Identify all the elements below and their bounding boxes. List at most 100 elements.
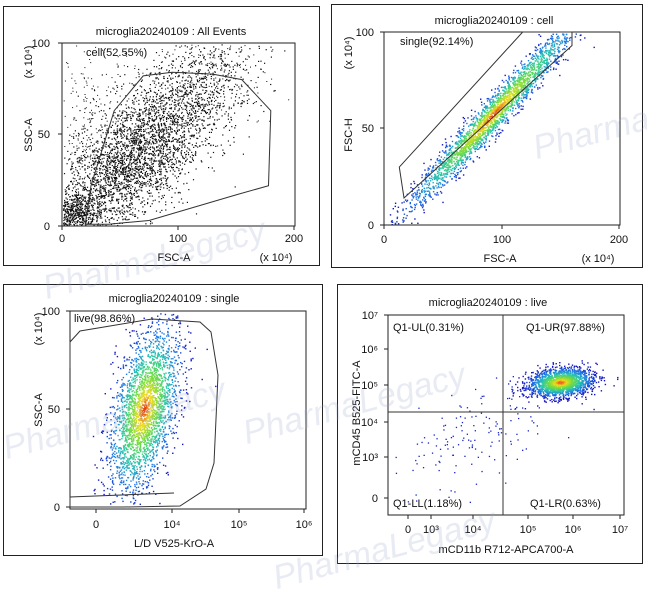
event-dot: [123, 200, 125, 202]
event-dot: [77, 182, 79, 184]
event-dot: [181, 80, 183, 82]
event-dot: [112, 196, 114, 198]
event-dot: [191, 135, 193, 138]
event-dot: [114, 185, 116, 187]
event-dot: [104, 195, 106, 197]
event-dot: [123, 169, 125, 171]
event-dot: [137, 126, 139, 128]
event-dot: [110, 160, 112, 162]
event-dot: [196, 124, 198, 126]
event-dot: [67, 208, 69, 211]
event-dot: [154, 126, 156, 129]
event-dot: [203, 92, 206, 94]
event-dot: [547, 63, 549, 65]
event-dot: [139, 142, 141, 144]
event-dot: [139, 113, 141, 115]
event-dot: [134, 187, 136, 189]
gate-polygon-cell[interactable]: [84, 71, 272, 225]
event-dot: [118, 186, 120, 189]
event-dot: [469, 150, 471, 152]
event-dot: [63, 100, 65, 102]
event-dot: [448, 165, 450, 167]
event-dot: [139, 147, 141, 150]
event-dot: [509, 93, 511, 96]
event-dot: [138, 196, 140, 198]
event-dot: [97, 140, 99, 142]
event-dot: [69, 143, 71, 145]
event-dot: [129, 170, 131, 172]
event-dot: [240, 46, 242, 48]
event-dot: [141, 211, 144, 213]
event-dot: [152, 140, 154, 142]
event-dot: [217, 96, 219, 99]
event-dot: [567, 40, 569, 43]
event-dot: [127, 174, 129, 176]
event-dot: [394, 202, 397, 204]
event-dot: [164, 108, 167, 110]
event-dot: [102, 169, 104, 171]
event-dot: [98, 213, 100, 215]
event-dot: [188, 70, 190, 72]
event-dot: [197, 124, 199, 126]
event-dot: [100, 186, 102, 188]
event-dot: [186, 123, 188, 125]
event-dot: [74, 214, 77, 216]
event-dot: [155, 178, 157, 180]
event-dot: [104, 177, 106, 180]
event-dot: [106, 217, 109, 219]
event-dot: [168, 70, 170, 72]
event-dot: [94, 199, 96, 201]
event-dot: [77, 162, 79, 164]
event-dot: [65, 197, 67, 199]
event-dot: [204, 77, 206, 79]
event-dot: [108, 210, 111, 212]
event-dot: [114, 177, 116, 180]
event-dot: [97, 181, 100, 183]
event-dot: [161, 159, 163, 161]
event-dot: [74, 178, 76, 180]
event-dot: [172, 173, 174, 175]
event-dot: [84, 200, 86, 202]
event-dot: [108, 178, 110, 180]
event-dot: [107, 177, 109, 179]
event-dot: [68, 194, 69, 196]
event-dot: [175, 99, 177, 101]
event-dot: [82, 199, 84, 201]
event-dot: [165, 107, 167, 109]
event-dot: [229, 48, 231, 51]
event-dot: [142, 111, 144, 113]
event-dot: [501, 115, 503, 118]
event-dot: [166, 102, 168, 104]
event-dot: [155, 116, 158, 118]
event-dot: [444, 181, 447, 183]
event-dot: [146, 164, 148, 166]
event-dot: [84, 214, 86, 216]
event-dot: [129, 192, 131, 195]
event-dot: [91, 201, 93, 203]
event-dot: [159, 71, 161, 73]
event-dot: [520, 97, 522, 99]
event-dot: [82, 137, 85, 139]
event-dot: [212, 67, 214, 69]
event-dot: [149, 153, 151, 155]
event-dot: [118, 128, 121, 130]
event-dot: [84, 124, 85, 126]
event-dot: [122, 172, 124, 174]
event-dot: [516, 86, 518, 88]
event-dot: [158, 162, 161, 164]
event-dot: [143, 166, 145, 168]
event-dot: [187, 128, 190, 130]
event-dot: [145, 162, 147, 164]
event-dot: [78, 178, 80, 180]
event-dot: [164, 127, 166, 129]
event-dot: [190, 80, 192, 82]
event-dot: [161, 144, 164, 146]
event-dot: [418, 192, 421, 194]
event-dot: [76, 91, 77, 93]
event-dot: [138, 166, 140, 168]
event-dot: [212, 56, 214, 59]
event-dot: [110, 162, 112, 164]
event-dot: [129, 203, 131, 205]
event-dot: [222, 102, 224, 104]
event-dot: [86, 82, 88, 84]
